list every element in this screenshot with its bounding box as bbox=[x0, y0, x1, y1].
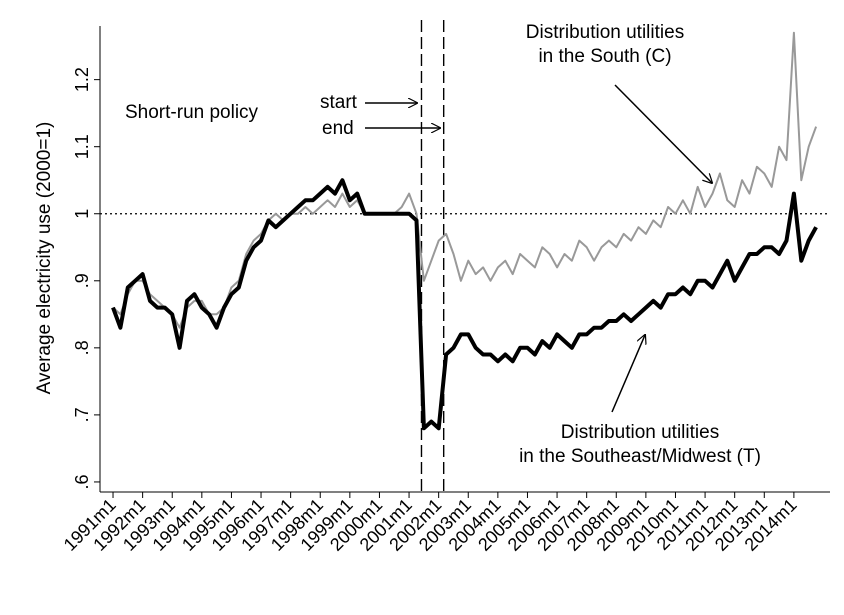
annotation: Distribution utilities bbox=[561, 422, 719, 443]
y-tick-label: .9 bbox=[72, 273, 92, 288]
y-tick-label: 1.1 bbox=[72, 134, 92, 159]
arrow bbox=[611, 335, 645, 413]
annotation: Distribution utilities bbox=[526, 22, 684, 43]
annotation: in the Southeast/Midwest (T) bbox=[519, 446, 761, 467]
annotation: Short-run policy bbox=[125, 102, 259, 123]
series-line bbox=[111, 178, 818, 431]
y-tick-label: .8 bbox=[72, 340, 92, 355]
annotation: in the South (C) bbox=[538, 46, 671, 67]
y-tick-label: 1 bbox=[72, 209, 92, 219]
annotation: end bbox=[322, 118, 354, 139]
arrows bbox=[365, 84, 712, 413]
series-line bbox=[112, 31, 818, 329]
y-tick-label: .7 bbox=[72, 407, 92, 422]
y-tick-label: .6 bbox=[72, 474, 92, 489]
annotation: start bbox=[320, 92, 358, 113]
y-tick-label: 1.2 bbox=[72, 67, 92, 92]
arrow bbox=[614, 84, 712, 183]
y-axis-label: Average electricity use (2000=1) bbox=[34, 122, 55, 395]
